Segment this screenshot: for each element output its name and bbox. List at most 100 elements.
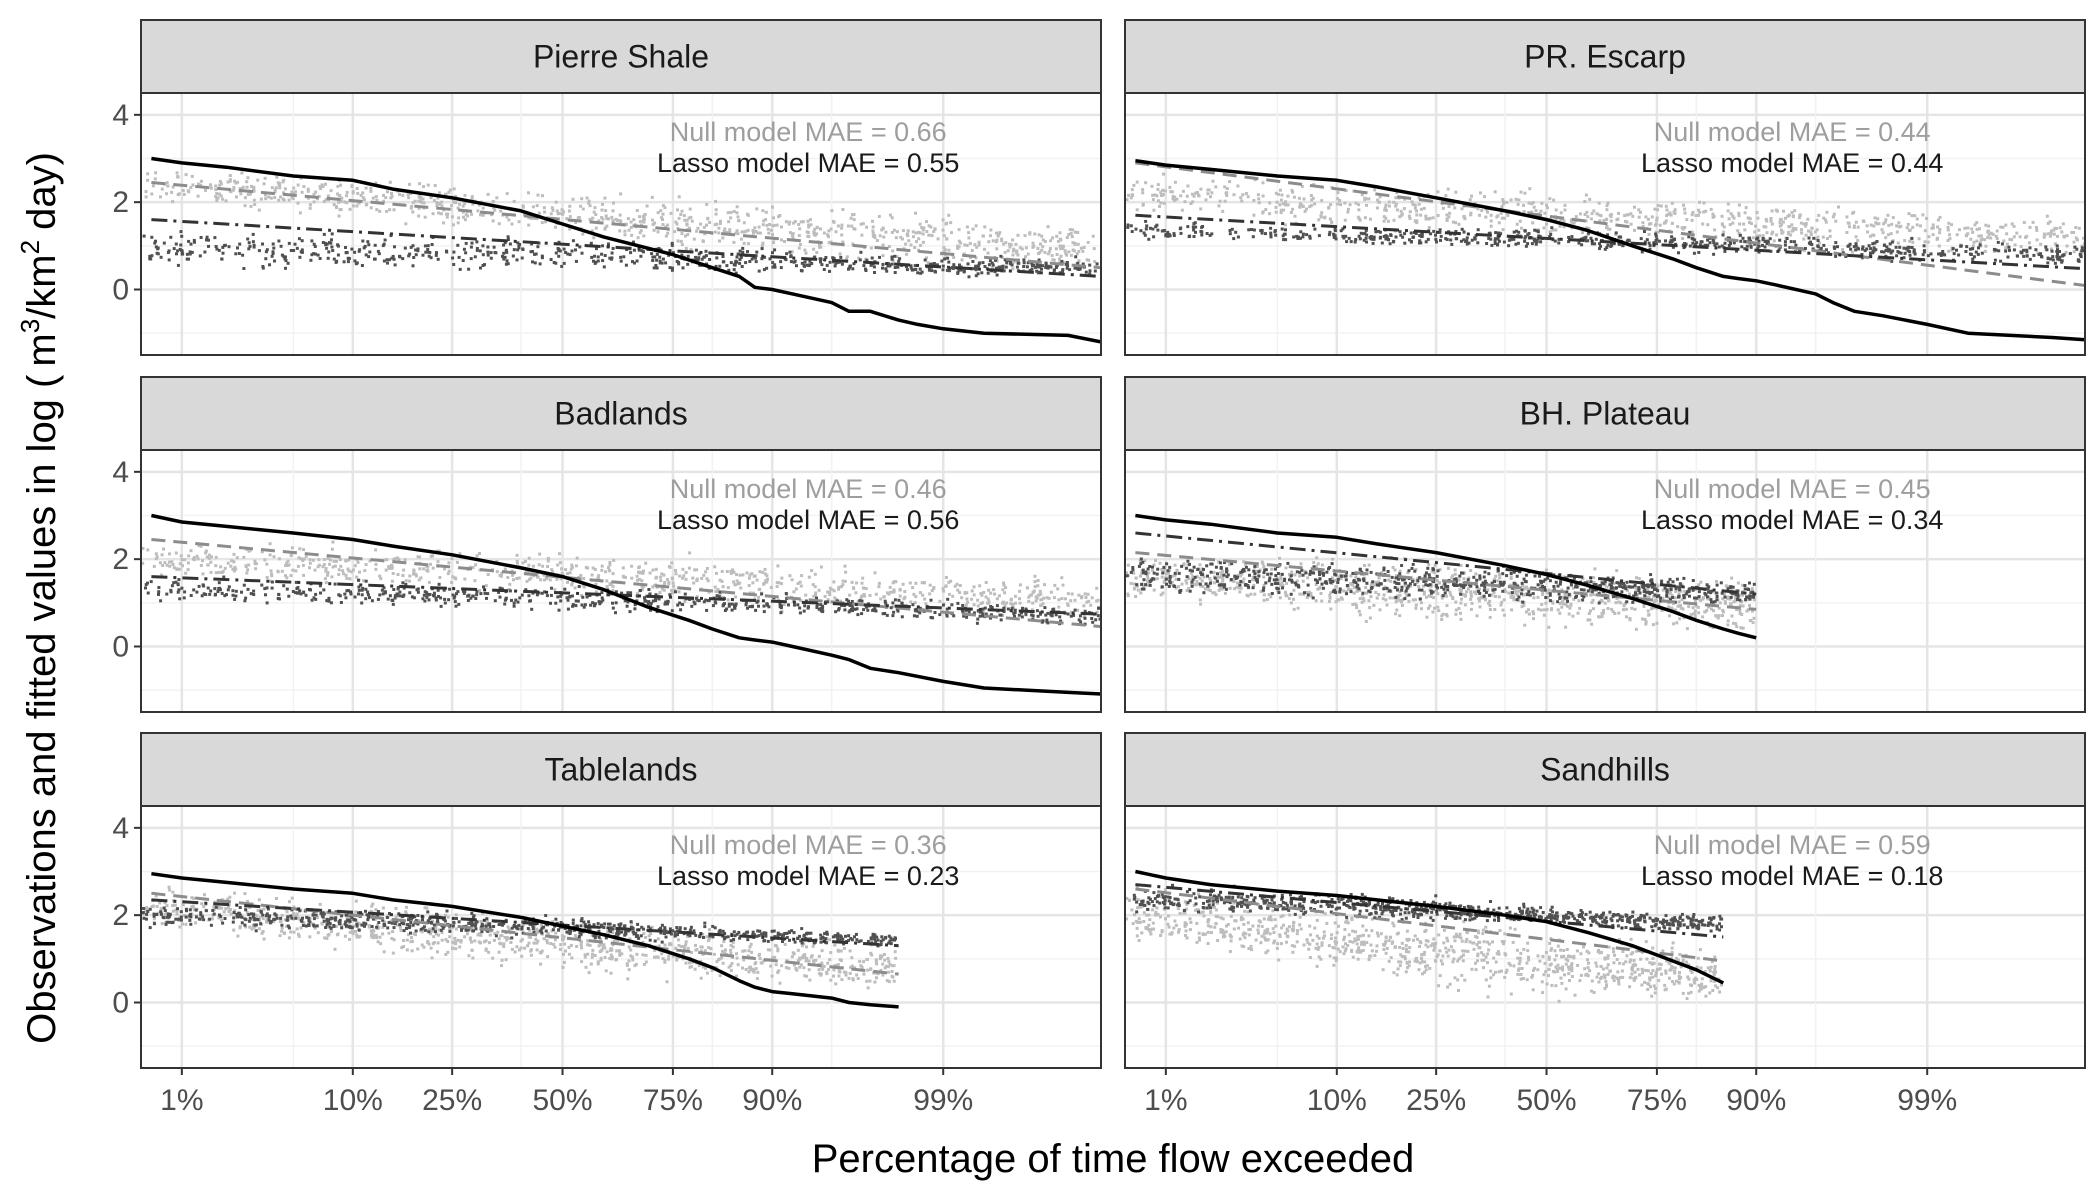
data-point xyxy=(1349,240,1353,244)
data-point xyxy=(1009,602,1013,606)
data-point xyxy=(1713,228,1717,232)
data-point xyxy=(469,257,473,261)
data-point xyxy=(516,600,520,604)
data-point xyxy=(597,574,601,578)
data-point xyxy=(252,589,256,593)
data-point xyxy=(1305,233,1309,237)
data-point xyxy=(1152,208,1156,212)
data-point xyxy=(1865,247,1869,251)
data-point xyxy=(1228,180,1232,184)
data-point xyxy=(1035,609,1039,613)
data-point xyxy=(1221,209,1225,213)
data-point xyxy=(590,573,594,577)
data-point xyxy=(1160,229,1164,233)
data-point xyxy=(321,565,325,569)
data-point xyxy=(1295,579,1299,583)
data-point xyxy=(2018,235,2022,239)
data-point xyxy=(763,255,767,259)
data-point xyxy=(845,598,849,602)
data-point xyxy=(184,173,188,177)
data-point xyxy=(2090,248,2093,251)
data-point xyxy=(493,599,497,603)
data-point xyxy=(632,248,636,252)
data-point xyxy=(451,256,455,260)
data-point xyxy=(853,227,857,231)
data-point xyxy=(979,592,983,595)
data-point xyxy=(1365,240,1368,244)
data-point xyxy=(389,234,393,238)
data-point xyxy=(976,598,980,602)
data-point xyxy=(546,559,550,563)
data-point xyxy=(461,204,465,208)
data-point xyxy=(878,255,881,259)
data-point xyxy=(1408,217,1412,220)
data-point xyxy=(874,609,878,613)
data-point xyxy=(765,602,769,606)
data-point xyxy=(913,264,917,268)
data-point xyxy=(289,574,293,577)
data-point xyxy=(1631,214,1635,218)
data-point xyxy=(402,568,406,572)
data-point xyxy=(702,600,706,604)
data-point xyxy=(445,215,449,219)
data-point xyxy=(1192,235,1196,238)
data-point xyxy=(952,614,956,618)
data-point xyxy=(1067,250,1071,254)
data-point xyxy=(1884,249,1888,252)
data-point xyxy=(179,230,183,234)
data-point xyxy=(175,171,179,175)
data-point xyxy=(1545,203,1548,207)
data-point xyxy=(695,579,699,583)
data-point xyxy=(458,552,462,556)
data-point xyxy=(371,196,375,200)
data-point xyxy=(1462,215,1466,218)
data-point xyxy=(898,257,902,261)
data-point xyxy=(181,564,184,568)
data-point xyxy=(1860,253,1864,256)
data-point xyxy=(630,233,634,237)
data-point xyxy=(1852,245,1856,249)
data-point xyxy=(764,210,768,214)
data-point xyxy=(1731,221,1735,225)
data-point xyxy=(704,570,708,574)
data-point xyxy=(1130,230,1134,233)
data-point xyxy=(2096,252,2099,255)
data-point xyxy=(703,255,707,259)
data-point xyxy=(926,261,930,265)
data-point xyxy=(997,232,1001,236)
data-point xyxy=(1003,250,1007,254)
data-point xyxy=(1136,588,1140,592)
data-point xyxy=(439,212,443,216)
data-point xyxy=(485,596,488,600)
data-point xyxy=(1845,215,1849,219)
data-point xyxy=(298,589,302,593)
data-point xyxy=(1499,232,1502,236)
data-point xyxy=(1815,228,1819,232)
data-point xyxy=(1617,235,1621,239)
data-point xyxy=(1618,242,1622,246)
data-point xyxy=(1809,230,1813,234)
data-point xyxy=(497,222,501,226)
data-point xyxy=(436,257,440,261)
data-point xyxy=(762,604,766,608)
data-point xyxy=(1606,243,1610,247)
data-point xyxy=(1494,231,1498,235)
data-point xyxy=(2049,257,2052,261)
data-point xyxy=(528,599,532,603)
data-point xyxy=(421,197,425,201)
data-point xyxy=(871,231,875,235)
data-point xyxy=(1392,200,1396,204)
data-point xyxy=(159,255,163,259)
data-point xyxy=(718,592,722,596)
data-point xyxy=(819,565,823,569)
data-point xyxy=(1863,249,1867,253)
data-point xyxy=(643,213,647,216)
data-point xyxy=(1002,606,1006,610)
data-point xyxy=(1024,612,1028,616)
data-point xyxy=(1751,236,1755,240)
data-point xyxy=(1223,199,1227,203)
data-point xyxy=(1804,222,1808,226)
data-point xyxy=(1034,265,1037,269)
data-point xyxy=(425,595,429,599)
data-point xyxy=(170,190,174,194)
